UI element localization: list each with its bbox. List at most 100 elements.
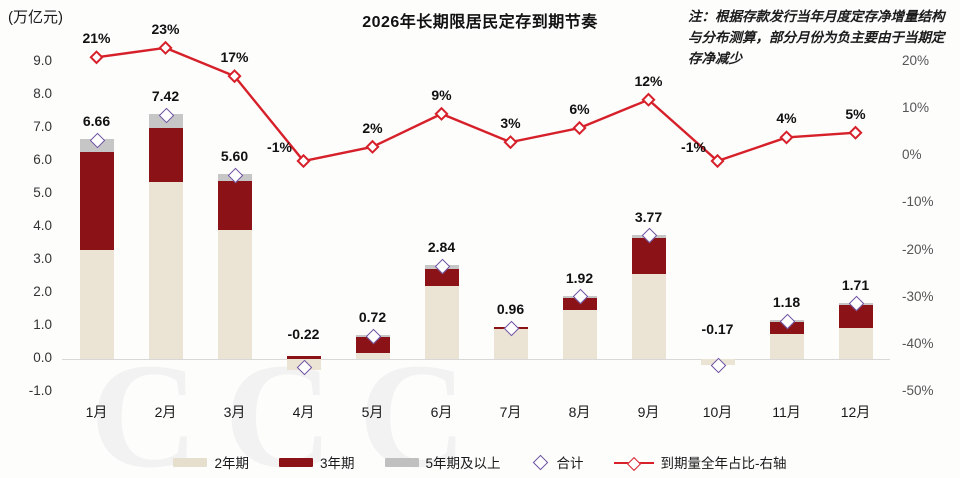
y-axis-tick-right: -50% [902, 383, 934, 398]
line-point-marker [641, 92, 656, 107]
bar-column[interactable] [79, 62, 114, 392]
x-axis-tick: 9月 [637, 404, 660, 420]
bar-segment [838, 327, 873, 359]
bar-segment [148, 128, 183, 182]
color-swatch-icon [173, 457, 208, 467]
line-value-label: 9% [431, 86, 452, 103]
legend-total[interactable]: 合计 [531, 452, 584, 472]
line-value-label: 6% [569, 101, 590, 117]
x-axis-tick: 10月 [702, 404, 733, 420]
y-axis-tick-left: 2.0 [33, 284, 52, 299]
line-value-label: 4% [776, 110, 797, 127]
legend-label: 合计 [556, 456, 584, 471]
line-point-marker [434, 106, 449, 121]
y-axis-tick-left: 6.0 [33, 152, 52, 167]
line-value-label: 5% [845, 105, 866, 122]
line-value-label: 2% [362, 119, 383, 136]
share-line-series [89, 40, 863, 169]
bar-value-label: 0.96 [496, 301, 525, 318]
line-value-label: 12% [634, 72, 663, 89]
x-axis-tick: 4月 [292, 404, 315, 420]
bar-segment [424, 285, 459, 359]
bar-value-label: 0.72 [358, 309, 387, 326]
chart-note: 注：根据存款发行当年月度定存净增量结构与分布测算，部分月份为负主要由于当期定存净… [688, 9, 945, 66]
y-axis-tick-left: 3.0 [33, 251, 52, 266]
y-axis-tick-left: 1.0 [33, 317, 52, 332]
bar-column[interactable] [148, 62, 183, 392]
line-point-marker [89, 50, 104, 65]
bar-value-label: 2.84 [427, 239, 456, 256]
bar-value-label: 7.42 [151, 88, 180, 105]
bar-value-label: 1.18 [772, 294, 801, 311]
line-value-label: 3% [500, 115, 521, 132]
y-axis-tick-right: 20% [902, 53, 930, 68]
bar-column[interactable] [838, 62, 873, 392]
legend-share[interactable]: 到期量全年占比-右轴 [613, 452, 787, 472]
bar-value-label: 1.92 [565, 269, 594, 286]
plot-area: 9.0 8.0 7.0 6.0 5.0 4.0 3.0 2.0 1.0 0.0 -1.0 20% 10%… [29, 21, 934, 420]
y-axis-tick-right: -40% [902, 335, 934, 351]
x-axis-tick: 7月 [499, 404, 522, 420]
bar-segment [424, 268, 459, 286]
line-point-marker [848, 125, 863, 140]
line-value-label: 17% [220, 49, 249, 66]
line-point-marker [779, 130, 794, 145]
bar-value-label: 6.66 [82, 113, 111, 130]
bar-value-label: 3.77 [634, 208, 663, 225]
line-point-marker [572, 120, 587, 136]
bar-value-label: -0.22 [287, 325, 320, 342]
bar-column[interactable] [700, 62, 735, 392]
y-axis-tick-right: 10% [902, 100, 930, 116]
line-point-marker [710, 153, 725, 169]
bar-segment [631, 238, 666, 274]
bar-segment [148, 181, 183, 359]
line-value-label: -1% [681, 139, 706, 155]
color-swatch-icon [278, 457, 313, 467]
total-diamond-icon [532, 454, 548, 470]
color-swatch-icon [384, 457, 419, 467]
line-series-icon [613, 458, 654, 467]
x-axis-tick: 3月 [223, 404, 246, 420]
x-axis-tick: 11月 [772, 404, 801, 420]
bar-value-label: 1.71 [841, 276, 870, 293]
legend-label: 2年期 [214, 456, 249, 471]
legend-3y[interactable]: 3年期 [278, 452, 355, 472]
bar-column[interactable] [493, 62, 528, 392]
y-axis-tick-right: -30% [902, 288, 934, 304]
bar-segment [562, 310, 597, 359]
bar-segment [79, 250, 114, 359]
x-axis-tick: 5月 [361, 404, 384, 420]
bar-segment [631, 273, 666, 359]
x-axis-tick: 2月 [154, 404, 177, 420]
bar-segment [838, 305, 873, 328]
legend-label: 到期量全年占比-右轴 [660, 456, 787, 471]
y-axis-tick-left: 7.0 [33, 119, 52, 134]
legend-5y[interactable]: 5年期及以上 [384, 452, 501, 472]
bar-segment [79, 151, 114, 251]
legend-label: 5年期及以上 [425, 456, 501, 471]
y-axis-tick-left: 4.0 [33, 218, 52, 233]
legend-2y[interactable]: 2年期 [173, 452, 249, 472]
page-title: 2026年长期限居民定存到期节奏 [362, 14, 598, 31]
y-axis-tick-left: 9.0 [33, 53, 52, 68]
line-point-marker [227, 69, 242, 84]
bar-column[interactable] [286, 62, 321, 392]
bar-column[interactable] [217, 62, 252, 392]
y-axis-tick-right: 0% [902, 147, 922, 163]
y-axis-unit-label: (万亿元) [8, 9, 63, 26]
x-axis-tick: 12月 [840, 404, 871, 420]
x-axis-tick: 8月 [568, 404, 591, 420]
y-axis-tick-left: 5.0 [33, 185, 52, 200]
x-axis-tick: 1月 [85, 404, 108, 420]
bar-segment [355, 353, 390, 359]
line-point-marker [503, 135, 518, 150]
bar-column[interactable] [424, 62, 459, 392]
bar-segment [286, 355, 321, 359]
line-path [96, 46, 856, 163]
line-point-marker [296, 153, 311, 169]
line-value-label: 21% [82, 30, 111, 47]
chart-legend: 2年期 3年期 5年期及以上 合计 到期量全年占比-右轴 [0, 452, 960, 472]
zero-axis-line [62, 359, 890, 360]
line-point-marker [365, 139, 380, 154]
